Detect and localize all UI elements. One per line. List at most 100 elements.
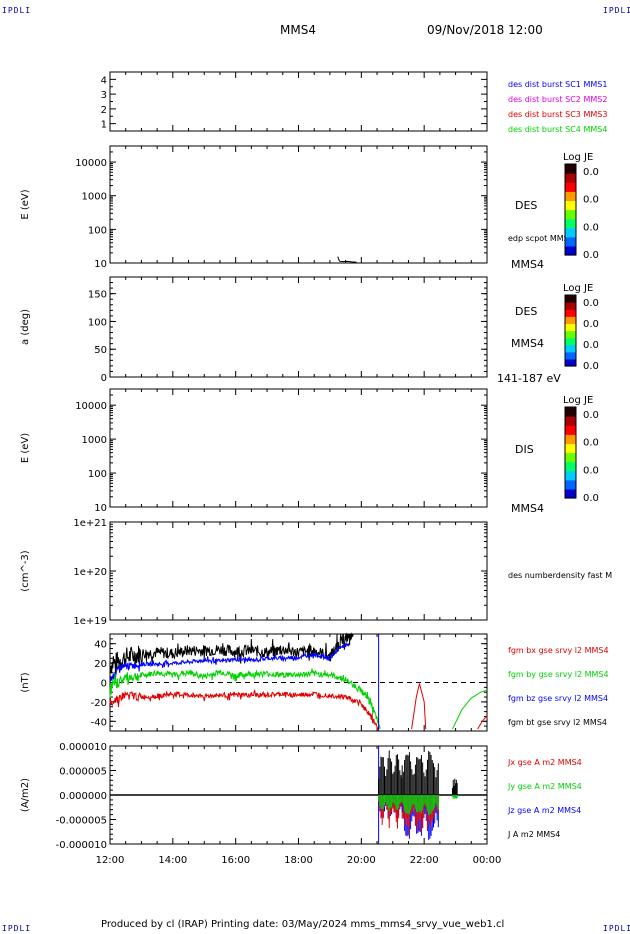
scpot-trace	[337, 256, 357, 263]
colorbar-tick-label: 0.0	[583, 167, 599, 178]
panel-bottom-label-p3: 141-187 eV	[497, 372, 561, 385]
colorbar-tick-label: 0.0	[583, 410, 599, 421]
colorbar-band	[565, 164, 576, 174]
colorbar-band	[565, 479, 576, 490]
y-tick-label: 0	[101, 679, 107, 690]
colorbar-band	[565, 173, 576, 183]
panel-label-p4: DIS	[515, 443, 534, 456]
colorbar-tick-label: 0.0	[583, 361, 599, 372]
series-line	[109, 642, 350, 682]
x-tick-label: 20:00	[347, 855, 376, 866]
colorbar-band	[565, 182, 576, 192]
colorbar-band	[565, 323, 576, 332]
y-tick-label: 50	[94, 345, 107, 356]
colorbar-band	[565, 227, 576, 238]
colorbar-band	[565, 295, 576, 303]
x-tick-label: 12:00	[96, 855, 125, 866]
colorbar-band	[565, 425, 576, 435]
spacecraft-title: MMS4	[280, 23, 316, 37]
colorbar-band	[565, 452, 576, 463]
y-tick-label: 1000	[82, 435, 107, 446]
corner-label-bottom-right: IPDLI	[603, 924, 630, 933]
y-tick-label: 20	[94, 659, 107, 670]
colorbar-band	[565, 443, 576, 454]
y-tick-label: 0.000010	[59, 742, 107, 753]
corner-label-bottom-left: IPDLI	[2, 924, 32, 933]
y-tick-label: 1e+21	[73, 518, 107, 529]
colorbar-tick-label: 0.0	[583, 493, 599, 504]
colorbar-band	[565, 337, 576, 346]
x-tick-label: 14:00	[158, 855, 187, 866]
series-line	[109, 689, 380, 731]
colorbar-band	[565, 351, 576, 360]
y-axis-label-p5: (cm^-3)	[20, 550, 31, 591]
colorbar-tick-label: 0.0	[583, 319, 599, 330]
legend-entry: Jy gse A m2 MMS4	[507, 782, 582, 791]
y-tick-label: 40	[94, 640, 107, 651]
y-tick-label: 0.000005	[59, 767, 107, 778]
y-tick-label: 1	[101, 120, 107, 131]
footer-text: Produced by cl (IRAP) Printing date: 03/…	[101, 919, 505, 930]
series-line	[109, 632, 354, 678]
y-tick-label: 0.000000	[59, 791, 107, 802]
legend-entry: J A m2 MMS4	[507, 830, 560, 839]
colorbar-tick-label: 0.0	[583, 340, 599, 351]
colorbar-band	[565, 245, 576, 256]
y-tick-label: 1e+20	[73, 567, 107, 578]
colorbar-title: Log JE	[563, 152, 593, 163]
panel-frame-p1	[109, 71, 488, 132]
colorbar-tick-label: 0.0	[583, 298, 599, 309]
panel-sublabel-p3: MMS4	[511, 337, 544, 350]
corner-label-top-left: IPDLI	[2, 6, 32, 15]
legend-entry: des dist burst SC1 MMS1	[508, 80, 607, 89]
series-line	[451, 689, 488, 730]
colorbar-band	[565, 200, 576, 211]
y-tick-label: 2	[101, 105, 107, 116]
y-tick-label: 10000	[75, 158, 107, 169]
colorbar-frame	[564, 406, 577, 499]
y-axis-label-p2: E (eV)	[20, 189, 31, 219]
legend-entry: des dist burst SC3 MMS3	[508, 110, 607, 119]
y-tick-label: -40	[91, 717, 107, 728]
y-tick-label: 10	[94, 503, 107, 514]
legend-entry: fgm bz gse srvy l2 MMS4	[508, 694, 608, 703]
x-tick-label: 18:00	[284, 855, 313, 866]
y-tick-label: 4	[101, 75, 107, 86]
y-tick-label: 100	[88, 225, 107, 236]
legend-entry: fgm bt gse srvy l2 MMS4	[508, 718, 607, 727]
y-tick-label: 150	[88, 290, 107, 301]
legend-entry: Jx gse A m2 MMS4	[507, 758, 582, 767]
y-axis-label-p3: a (deg)	[20, 309, 31, 345]
panel-bottom-label-p2: MMS4	[511, 258, 544, 271]
y-tick-label: 10	[94, 259, 107, 270]
colorbar-band	[565, 330, 576, 339]
colorbar-band	[565, 488, 576, 499]
colorbar-band	[565, 407, 576, 417]
colorbar-band	[565, 461, 576, 472]
colorbar-title: Log JE	[563, 395, 593, 406]
legend-entry: fgm bx gse srvy l2 MMS4	[508, 646, 609, 655]
y-tick-label: 0	[101, 373, 107, 384]
colorbar-band	[565, 218, 576, 229]
colorbar-band	[565, 358, 576, 367]
colorbar-frame	[564, 163, 577, 256]
panel-label-p3: DES	[515, 305, 537, 318]
x-tick-label: 22:00	[410, 855, 439, 866]
panel-frame-p2	[109, 145, 488, 264]
legend-entry: des dist burst SC4 MMS4	[508, 125, 607, 134]
colorbar-tick-label: 0.0	[583, 465, 599, 476]
panel-frame-p3	[109, 276, 488, 378]
colorbar-band	[565, 344, 576, 353]
y-tick-label: 100	[88, 317, 107, 328]
colorbar-band	[565, 434, 576, 444]
colorbar-title: Log JE	[563, 283, 593, 294]
x-tick-label: 16:00	[221, 855, 250, 866]
y-axis-label-p6: (nT)	[20, 672, 31, 692]
series-line	[411, 683, 427, 730]
y-axis-label-p4: E (eV)	[20, 433, 31, 463]
y-tick-label: 10000	[75, 401, 107, 412]
panel-frame-p5	[109, 521, 488, 621]
colorbar-tick-label: 0.0	[583, 222, 599, 233]
corner-label-top-right: IPDLI	[603, 6, 630, 15]
